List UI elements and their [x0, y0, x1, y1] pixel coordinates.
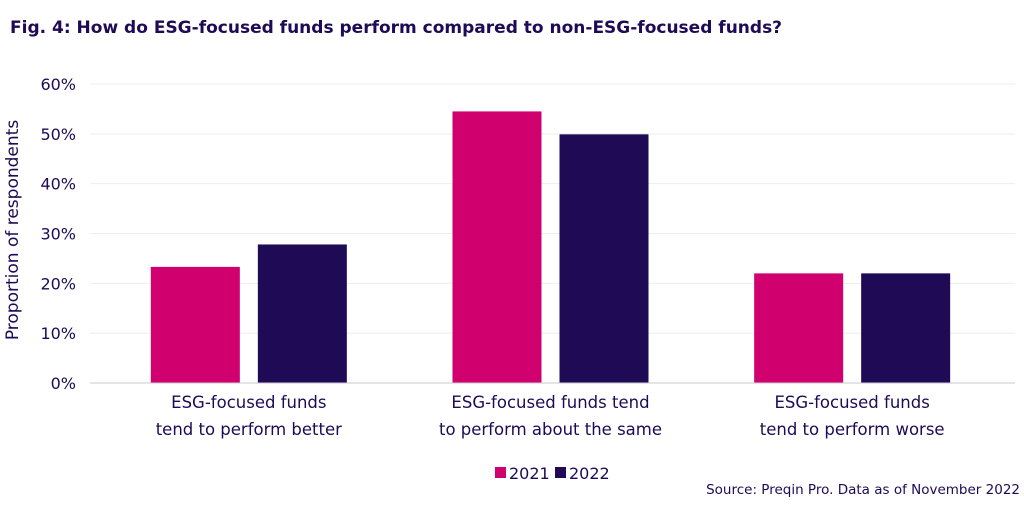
- bar-2022-1: [257, 244, 347, 383]
- x-category-label: ESG-focused funds: [171, 393, 326, 412]
- category-labels: ESG-focused funds tend to perform better E…: [156, 393, 945, 439]
- x-category-label: to perform about the same: [439, 420, 662, 439]
- bar-2021-1: [150, 266, 240, 383]
- legend-swatch: [555, 467, 566, 478]
- y-axis-label: Proportion of respondents: [3, 120, 23, 340]
- y-tick-label: 10%: [40, 324, 76, 343]
- y-tick-label: 20%: [40, 274, 76, 293]
- bar-2022-3: [861, 273, 951, 383]
- y-tick-label: 0%: [51, 374, 76, 393]
- y-tick-label: 60%: [40, 75, 76, 94]
- bars: [150, 111, 951, 384]
- bar-2021-2: [452, 111, 542, 384]
- bar-2021-3: [754, 273, 844, 383]
- legend-swatch: [495, 467, 506, 478]
- y-tick-label: 40%: [40, 175, 76, 194]
- y-tick-label: 30%: [40, 225, 76, 244]
- legend-label: 2021: [509, 464, 550, 483]
- legend-item-2021: 2021: [495, 464, 550, 483]
- x-category-label: ESG-focused funds: [774, 393, 929, 412]
- legend: 2021 2022: [495, 464, 610, 483]
- x-category-label: tend to perform worse: [760, 420, 945, 439]
- source-note: Source: Preqin Pro. Data as of November …: [706, 482, 1020, 498]
- y-axis-ticks: 0% 10% 20% 30% 40% 50% 60%: [40, 75, 76, 393]
- y-tick-label: 50%: [40, 125, 76, 144]
- legend-label: 2022: [569, 464, 610, 483]
- gridlines: [90, 83, 1015, 334]
- chart-title: Fig. 4: How do ESG-focused funds perform…: [10, 18, 783, 38]
- bar-2022-2: [559, 134, 649, 383]
- legend-item-2022: 2022: [555, 464, 610, 483]
- x-category-label: tend to perform better: [156, 420, 342, 439]
- x-category-label: ESG-focused funds tend: [451, 393, 649, 412]
